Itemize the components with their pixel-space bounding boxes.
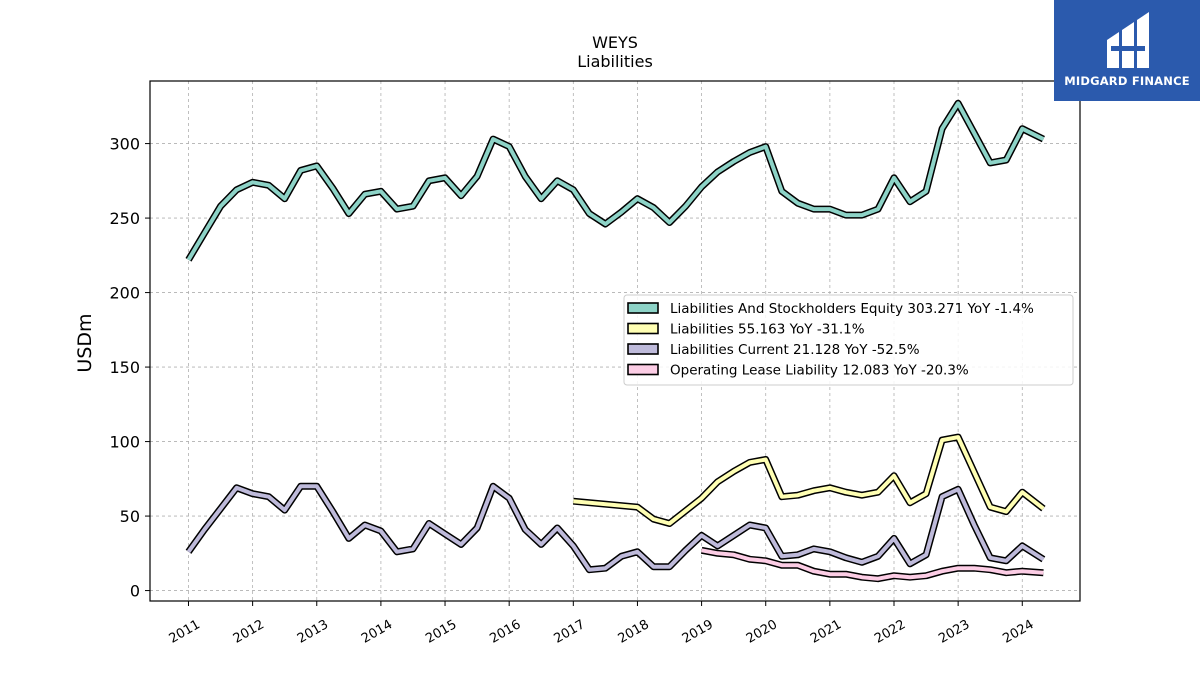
legend-swatch [627,302,659,314]
x-tick-label: 2024 [1000,617,1036,647]
series-line-liabilities-and-stockholders-equity [186,101,1045,261]
series-line-liabilities [573,435,1045,526]
x-tick-label: 2018 [616,617,652,647]
y-tick-label: 50 [120,507,140,526]
legend-swatch [627,363,659,376]
x-tick-label: 2022 [872,617,908,647]
legend-entry: Liabilities 55.163 YoY -31.1% [670,322,865,338]
x-tick-label: 2020 [744,617,780,647]
grid [150,81,1080,601]
midgard-logo-icon [1107,12,1149,68]
series-line-operating-lease-liability [701,548,1044,581]
x-tick-label: 2015 [423,617,459,647]
x-tick-label: 2017 [551,617,587,647]
y-tick-label: 0 [130,582,140,601]
x-tick-label: 2021 [808,617,844,647]
midgard-finance-logo: MIDGARD FINANCE [1054,0,1200,101]
x-tick-label: 2014 [359,617,395,647]
x-tick-label: 2011 [167,617,203,647]
legend-entry: Liabilities And Stockholders Equity 303.… [670,301,1034,317]
x-tick-label: 2016 [487,617,523,647]
x-tick-label: 2012 [231,617,267,647]
y-axis-label: USDm [74,313,96,372]
legend-box [623,294,1074,386]
x-axis-ticks: 2011 2012 2013 2014 2015 2016 2017 2018 2019 2020… [167,601,1037,647]
legend-swatch [627,322,659,335]
y-tick-label: 250 [109,209,140,228]
x-tick-label: 2019 [680,617,716,647]
chart-subtitle: Liabilities [577,52,653,71]
series-line-liabilities-current [186,484,1045,572]
y-tick-label: 300 [109,135,140,154]
legend: Liabilities And Stockholders Equity 303.… [623,294,1074,386]
y-axis-ticks: 0 50 100 150 200 250 300 [109,135,150,601]
x-tick-label: 2023 [936,617,972,647]
y-tick-label: 200 [109,284,140,303]
brand-name: MIDGARD FINANCE [1064,74,1190,88]
y-tick-label: 100 [109,433,140,452]
legend-entry: Operating Lease Liability 12.083 YoY -20… [670,363,969,379]
series-lines [185,99,1046,583]
legend-entry: Liabilities Current 21.128 YoY -52.5% [670,342,920,358]
y-tick-label: 150 [109,358,140,377]
legend-swatch [627,343,659,355]
chart-title: WEYS [592,33,638,52]
plot-area-frame [149,80,1081,602]
series-outline-liabilities-and-stockholders-equity [185,99,1045,262]
x-tick-label: 2013 [295,617,331,647]
